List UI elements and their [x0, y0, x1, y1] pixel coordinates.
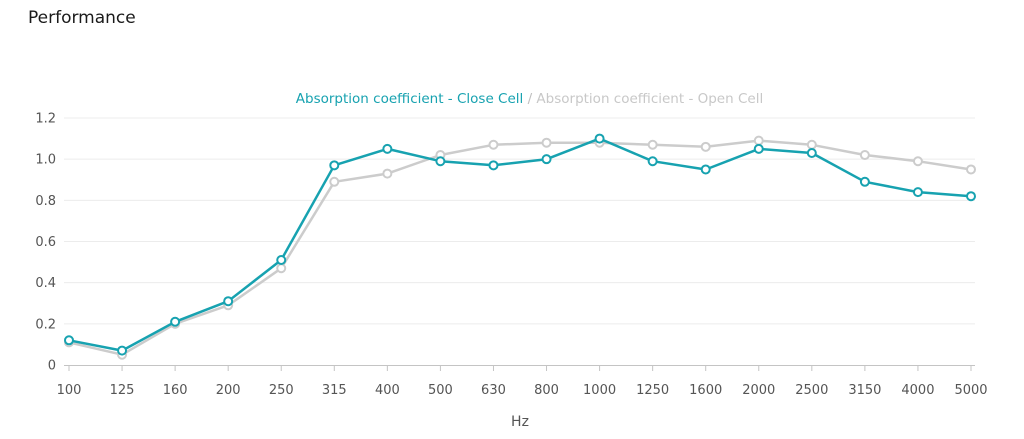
series-line-absorption-coefficient-open-cell: [67, 139, 973, 356]
x-tick-label: 3150: [848, 383, 881, 398]
data-point-absorption-coefficient-close-cell: [966, 191, 976, 202]
y-tick-label: 0.8: [35, 194, 56, 209]
x-tick-label: 315: [322, 383, 347, 398]
data-point-absorption-coefficient-close-cell: [912, 187, 923, 198]
data-point-absorption-coefficient-close-cell: [647, 156, 658, 167]
page-title: Performance: [28, 8, 136, 28]
series-line-absorption-coefficient-close-cell: [67, 137, 973, 352]
data-point-absorption-coefficient-close-cell: [64, 335, 74, 346]
data-point-absorption-coefficient-close-cell: [329, 160, 340, 171]
x-tick-label: 800: [534, 383, 559, 398]
legend-separator: /: [523, 91, 537, 107]
x-tick-label: 400: [375, 383, 400, 398]
x-axis-title: Hz: [511, 414, 529, 430]
data-point-absorption-coefficient-close-cell: [594, 133, 605, 144]
x-tick-label: 250: [269, 383, 294, 398]
data-point-absorption-coefficient-close-cell: [435, 156, 446, 167]
data-point-absorption-coefficient-close-cell: [488, 160, 499, 171]
data-point-absorption-coefficient-close-cell: [170, 316, 181, 327]
y-tick-label: 1.0: [35, 153, 56, 168]
x-tick-label: 1000: [583, 383, 616, 398]
data-point-absorption-coefficient-open-cell: [966, 164, 976, 175]
x-tick-label: 630: [481, 383, 506, 398]
data-point-absorption-coefficient-close-cell: [117, 345, 128, 356]
x-tick-label: 1250: [636, 383, 669, 398]
x-tick-label: 2000: [742, 383, 775, 398]
data-point-absorption-coefficient-open-cell: [329, 176, 340, 187]
data-point-absorption-coefficient-close-cell: [276, 255, 287, 266]
x-tick-label: 100: [57, 383, 82, 398]
data-point-absorption-coefficient-close-cell: [806, 147, 817, 158]
data-point-absorption-coefficient-close-cell: [700, 164, 711, 175]
x-tick-label: 5000: [954, 383, 987, 398]
data-point-absorption-coefficient-close-cell: [223, 296, 234, 307]
data-point-absorption-coefficient-open-cell: [276, 263, 287, 274]
data-point-absorption-coefficient-open-cell: [541, 137, 552, 148]
x-tick-label: 4000: [901, 383, 934, 398]
legend-item-close-cell[interactable]: Absorption coefficient - Close Cell: [295, 91, 524, 107]
data-point-absorption-coefficient-open-cell: [753, 135, 764, 146]
data-point-absorption-coefficient-open-cell: [488, 139, 499, 150]
y-tick-label: 0.6: [35, 235, 56, 250]
data-point-absorption-coefficient-open-cell: [912, 156, 923, 167]
data-point-absorption-coefficient-close-cell: [859, 176, 870, 187]
data-point-absorption-coefficient-close-cell: [753, 143, 764, 154]
data-point-absorption-coefficient-open-cell: [859, 150, 870, 161]
data-point-absorption-coefficient-open-cell: [806, 139, 817, 150]
x-tick-label: 2500: [795, 383, 828, 398]
y-tick-label: 1.2: [35, 112, 56, 127]
x-tick-label: 1600: [689, 383, 722, 398]
chart-legend: Absorption coefficient - Close Cell / Ab…: [0, 91, 1024, 107]
x-tick-label: 125: [110, 383, 135, 398]
y-tick-label: 0.4: [35, 276, 56, 291]
legend-item-open-cell[interactable]: Absorption coefficient - Open Cell: [536, 91, 764, 107]
x-tick-label: 160: [163, 383, 188, 398]
data-point-absorption-coefficient-close-cell: [541, 154, 552, 165]
y-tick-label: 0: [48, 359, 56, 374]
data-point-absorption-coefficient-close-cell: [382, 143, 393, 154]
data-point-absorption-coefficient-open-cell: [647, 139, 658, 150]
x-tick-label: 200: [216, 383, 241, 398]
data-point-absorption-coefficient-open-cell: [700, 141, 711, 152]
x-tick-label: 500: [428, 383, 453, 398]
y-tick-label: 0.2: [35, 317, 56, 332]
data-point-absorption-coefficient-open-cell: [382, 168, 393, 179]
